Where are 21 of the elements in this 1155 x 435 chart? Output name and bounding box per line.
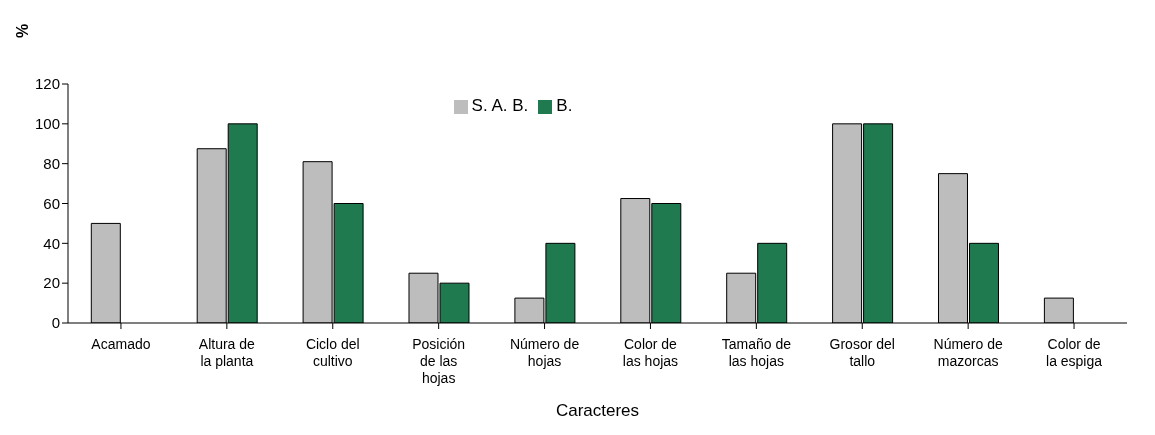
y-tick-label: 20 [43,274,60,292]
x-tick-label: Posición de las hojas [412,335,466,386]
x-tick-label: Grosor del tallo [829,335,895,369]
y-tick-label: 40 [43,234,60,252]
x-tick-label: Tamaño de las hojas [721,335,792,369]
x-tick-label: Color de las hojas [622,335,679,369]
y-tick-label: 0 [51,314,60,332]
x-tick-label: Número de mazorcas [933,335,1003,369]
y-tick-label: 80 [43,154,60,172]
legend-label: B. [556,96,573,115]
x-axis-title: Caracteres [555,401,640,420]
x-tick-label: Altura de la planta [198,335,256,369]
x-tick-label: Ciclo del cultivo [305,335,360,369]
y-tick-label: 100 [34,115,60,133]
x-tick-label: Color de la espiga [1046,335,1103,369]
y-tick-label: 60 [43,194,60,212]
x-tick-label: Número de hojas [509,335,580,369]
y-tick-label: 120 [34,75,60,93]
y-axis-title: % [14,23,33,39]
x-tick-label: Acamado [91,335,151,352]
legend-label: S. A. B. [471,96,529,115]
